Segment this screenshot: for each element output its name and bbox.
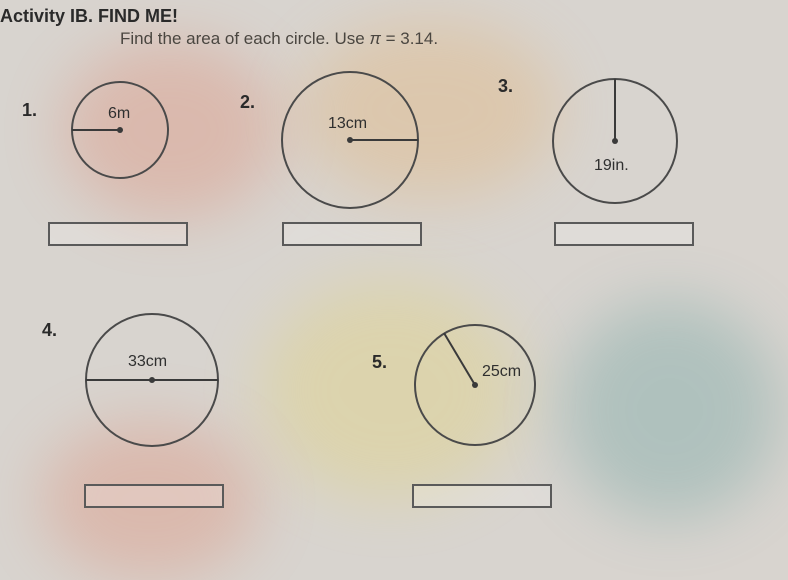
answer-box[interactable] (554, 222, 694, 246)
activity-title: Activity IB. FIND ME! (0, 6, 438, 27)
circle-diagram-3: 19in. (540, 66, 690, 216)
measure-label: 25cm (482, 363, 521, 380)
answer-box[interactable] (84, 484, 224, 508)
problem-number: 4. (42, 320, 57, 341)
instruction-suffix: = 3.14. (381, 29, 438, 48)
circle-diagram-1: 6m (60, 70, 180, 190)
answer-box[interactable] (48, 222, 188, 246)
circle-diagram-4: 33cm (72, 300, 232, 460)
answer-box[interactable] (412, 484, 552, 508)
measure-label: 33cm (128, 353, 167, 370)
problem-number: 3. (498, 76, 513, 97)
measure-label: 6m (108, 105, 130, 122)
circle-diagram-5: 25cm (400, 310, 550, 460)
problem-number: 2. (240, 92, 255, 113)
pi-symbol: π (369, 29, 380, 48)
instruction-prefix: Find the area of each circle. Use (120, 29, 369, 48)
circle-diagram-2: 13cm (270, 60, 430, 220)
instruction-text: Find the area of each circle. Use π = 3.… (120, 29, 438, 49)
measure-label: 13cm (328, 115, 367, 132)
answer-box[interactable] (282, 222, 422, 246)
problem-number: 1. (22, 100, 37, 121)
worksheet-header: Activity IB. FIND ME! Find the area of e… (0, 6, 438, 49)
measure-label: 19in. (594, 157, 629, 174)
problem-number: 5. (372, 352, 387, 373)
